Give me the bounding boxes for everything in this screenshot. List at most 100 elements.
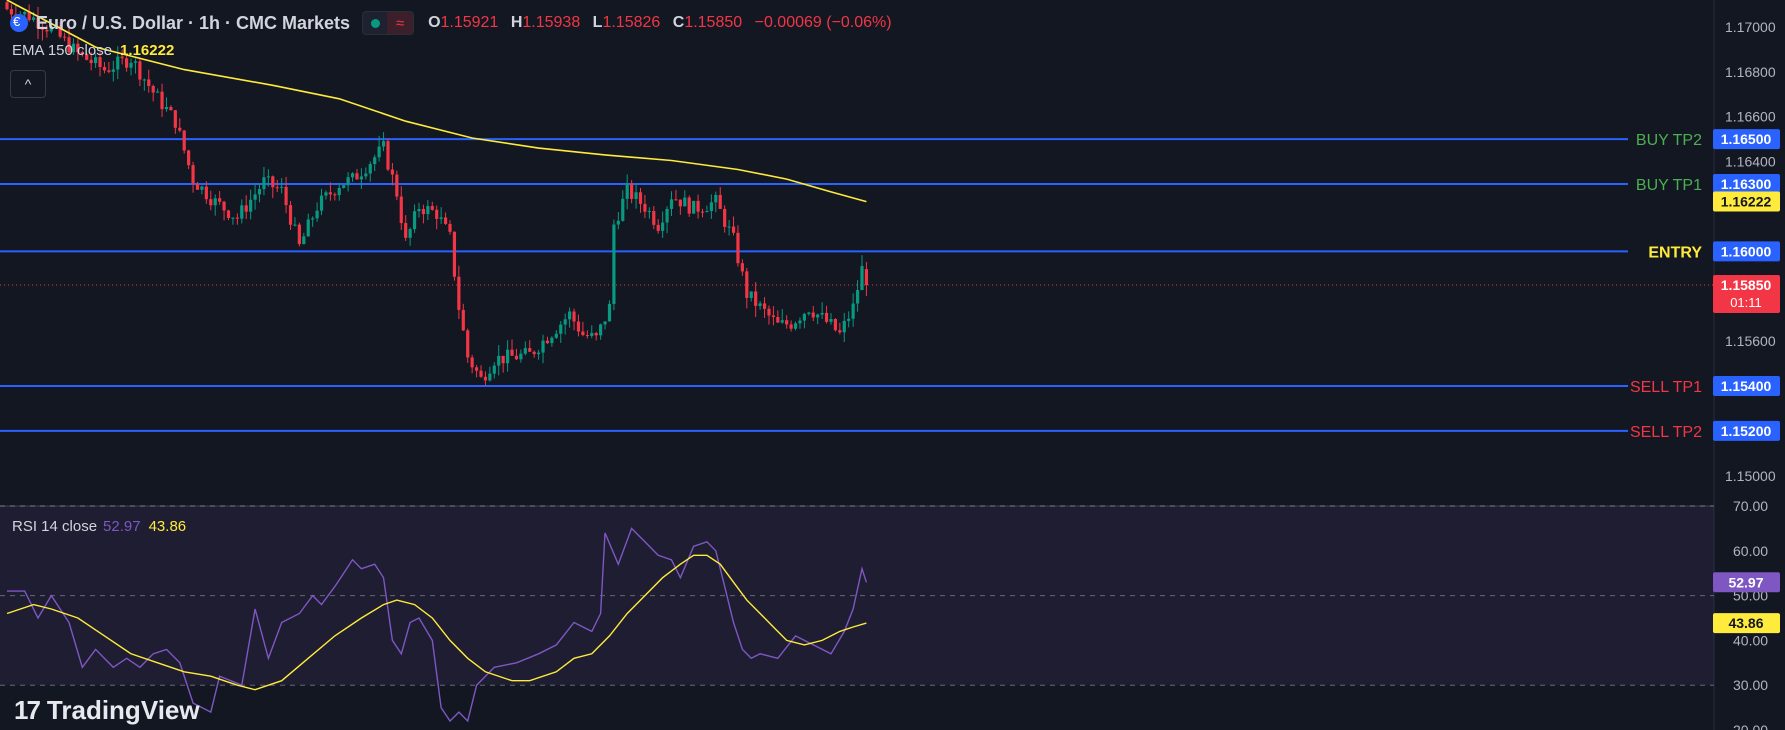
candle-up xyxy=(714,194,718,203)
candle-down xyxy=(723,208,727,227)
candle-down xyxy=(169,107,173,111)
candle-up xyxy=(342,185,346,188)
candle-down xyxy=(643,203,647,212)
candle-down xyxy=(585,335,589,337)
candle-up xyxy=(23,11,27,15)
tradingview-logo-icon: 17 xyxy=(14,695,41,725)
candle-up xyxy=(439,217,443,219)
rsi-tick-label: 70.00 xyxy=(1733,498,1768,514)
candle-up xyxy=(116,56,120,70)
candle-up xyxy=(426,206,430,215)
candle-down xyxy=(696,200,700,212)
candle-down xyxy=(731,226,736,233)
candle-up xyxy=(164,107,169,110)
rsi-ma-line xyxy=(6,554,867,691)
candle-down xyxy=(771,315,775,318)
candle-down xyxy=(678,199,682,207)
candle-down xyxy=(107,70,111,72)
candle-up xyxy=(156,91,160,93)
candle-down xyxy=(448,223,452,232)
candle-up xyxy=(568,311,572,320)
candle-up xyxy=(612,224,616,304)
level-price-badge-text: 1.16000 xyxy=(1721,243,1772,259)
candle-down xyxy=(700,211,705,213)
candle-down xyxy=(333,194,337,196)
ohlc-values: O1.15921 H1.15938 L1.15826 C1.15850 −0.0… xyxy=(428,14,892,31)
candle-up xyxy=(541,340,545,353)
candle-down xyxy=(789,324,793,329)
candle-down xyxy=(576,321,581,332)
candle-down xyxy=(102,67,107,71)
candle-down xyxy=(147,79,151,86)
candle-down xyxy=(833,319,838,331)
level-price-badge-text: 1.15200 xyxy=(1721,423,1772,439)
candle-up xyxy=(350,173,355,178)
candle-up xyxy=(253,194,257,200)
candle-down xyxy=(275,187,279,189)
candle-up xyxy=(133,61,138,63)
candle-up xyxy=(607,303,612,322)
candle-up xyxy=(793,323,798,329)
candle-up xyxy=(621,198,625,221)
candle-up xyxy=(860,266,864,291)
candle-down xyxy=(466,330,470,358)
wave-icon[interactable]: ≈ xyxy=(387,12,414,34)
tradingview-watermark[interactable]: 17 TradingView xyxy=(14,695,200,726)
collapse-legend-button[interactable]: ^ xyxy=(10,70,46,98)
candle-up xyxy=(616,220,620,225)
candle-down xyxy=(483,376,488,381)
candle-down xyxy=(386,141,390,170)
candle-up xyxy=(780,320,784,323)
candle-up xyxy=(625,183,629,199)
price-tick-label: 1.16400 xyxy=(1725,154,1776,170)
candle-down xyxy=(638,192,643,204)
candle-down xyxy=(173,110,177,128)
candle-up xyxy=(807,312,811,314)
candle-up xyxy=(683,197,687,207)
candle-down xyxy=(191,165,195,184)
last-price-badge-text: 1.15850 xyxy=(1721,277,1772,293)
rsi-tick-label: 40.00 xyxy=(1733,632,1768,648)
chevron-up-icon: ^ xyxy=(24,76,32,92)
candle-up xyxy=(266,176,270,178)
candle-up xyxy=(71,43,76,53)
candle-down xyxy=(271,176,275,188)
last-price-badge xyxy=(1713,275,1780,314)
price-tick-label: 1.15600 xyxy=(1725,333,1776,349)
candle-down xyxy=(76,43,80,53)
candle-down xyxy=(151,85,155,93)
candle-up xyxy=(346,177,350,186)
symbol-title[interactable]: Euro / U.S. Dollar · 1h · CMC Markets xyxy=(36,12,351,33)
candle-up xyxy=(816,314,820,318)
market-status-pill[interactable]: ≈ xyxy=(362,11,415,35)
candle-up xyxy=(519,353,523,360)
level-label: SELL TP2 xyxy=(1630,424,1702,441)
candle-down xyxy=(85,54,89,60)
candle-up xyxy=(377,146,381,158)
candle-up xyxy=(280,186,284,188)
candle-down xyxy=(430,206,434,210)
candle-down xyxy=(288,205,293,225)
candle-up xyxy=(359,176,363,180)
candle-up xyxy=(847,318,851,321)
candle-down xyxy=(328,192,332,195)
candle-up xyxy=(324,192,328,196)
candle-up xyxy=(262,177,266,190)
candle-up xyxy=(31,17,36,20)
candle-up xyxy=(231,217,235,219)
candle-down xyxy=(718,194,722,209)
ema-legend[interactable]: EMA 150 close 1.16222 xyxy=(12,42,174,59)
candle-down xyxy=(120,56,124,59)
candle-up xyxy=(855,290,860,304)
candle-up xyxy=(603,321,607,325)
candle-up xyxy=(661,222,665,231)
symbol-legend[interactable]: Euro / U.S. Dollar · 1h · CMC Markets ≈ … xyxy=(10,11,900,35)
candle-down xyxy=(36,17,40,29)
candle-up xyxy=(364,173,368,177)
rsi-legend[interactable]: RSI 14 close 52.97 43.86 xyxy=(12,518,186,535)
candle-up xyxy=(417,209,421,212)
candle-up xyxy=(851,303,855,319)
candle-down xyxy=(390,169,395,175)
candle-up xyxy=(802,313,806,321)
